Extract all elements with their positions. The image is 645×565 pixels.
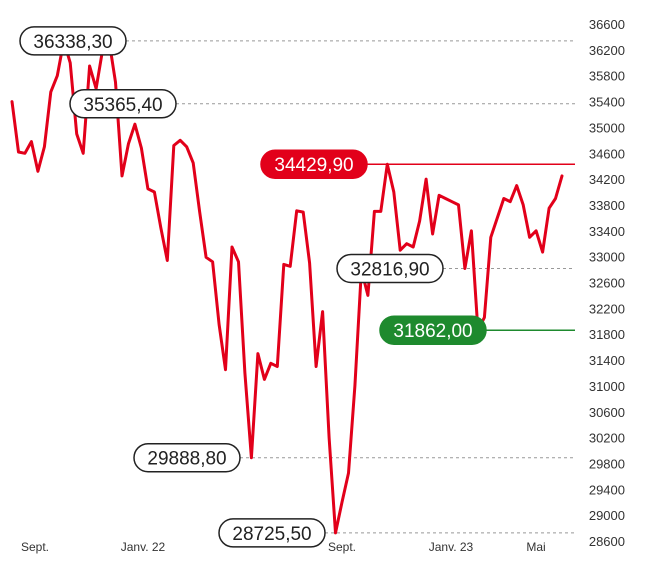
annotation-lines xyxy=(126,40,575,534)
x-tick-label: Sept. xyxy=(328,540,356,554)
x-tick-label: Sept. xyxy=(21,540,49,554)
y-tick-label: 30600 xyxy=(589,405,625,420)
annotation-label: 29888,80 xyxy=(147,449,226,470)
annotation-label: 32816,90 xyxy=(350,259,429,280)
y-tick-label: 35000 xyxy=(589,120,625,135)
y-tick-label: 29800 xyxy=(589,456,625,471)
y-tick-label: 29000 xyxy=(589,508,625,523)
y-tick-label: 36200 xyxy=(589,43,625,58)
x-tick-label: Janv. 22 xyxy=(121,540,166,554)
annotation-label: 35365,40 xyxy=(83,95,162,116)
annotation-pill xyxy=(133,442,241,473)
y-tick-label: 34600 xyxy=(589,146,625,161)
y-tick-label: 34200 xyxy=(589,172,625,187)
y-tick-label: 29400 xyxy=(589,482,625,497)
y-tick-label: 31400 xyxy=(589,353,625,368)
annotation-pill xyxy=(336,253,444,284)
y-tick-label: 35400 xyxy=(589,95,625,110)
annotation-pill xyxy=(19,26,127,56)
y-tick-label: 28600 xyxy=(589,534,625,549)
annotation-label: 34429,90 xyxy=(274,155,353,176)
x-axis: Sept. Janv. 22 Sept. Janv. 23 Mai xyxy=(21,540,546,554)
y-tick-label: 33400 xyxy=(589,224,625,239)
annotation-pill xyxy=(260,149,368,179)
annotation-pill xyxy=(379,315,487,345)
y-tick-label: 35800 xyxy=(589,69,625,84)
y-tick-label: 32200 xyxy=(589,301,625,316)
annotation-pill xyxy=(69,89,177,119)
x-tick-label: Mai xyxy=(526,540,545,554)
y-tick-label: 31000 xyxy=(589,379,625,394)
annotation-pill xyxy=(218,518,326,548)
annotation-label: 28725,50 xyxy=(232,524,311,545)
y-tick-label: 31800 xyxy=(589,327,625,342)
annotation-label: 31862,00 xyxy=(393,321,472,342)
y-tick-label: 33800 xyxy=(589,198,625,213)
y-tick-label: 30200 xyxy=(589,431,625,446)
x-tick-label: Janv. 23 xyxy=(429,540,474,554)
y-tick-label: 33000 xyxy=(589,250,625,265)
y-tick-label: 36600 xyxy=(589,17,625,32)
y-axis: 36600 36200 35800 35400 35000 34600 34200 33800… xyxy=(589,17,625,549)
annotations: 36338,30 35365,40 34429,90 32816,90 31862,00… xyxy=(19,26,487,548)
y-tick-label: 32600 xyxy=(589,276,625,291)
annotation-label: 36338,30 xyxy=(33,32,112,53)
